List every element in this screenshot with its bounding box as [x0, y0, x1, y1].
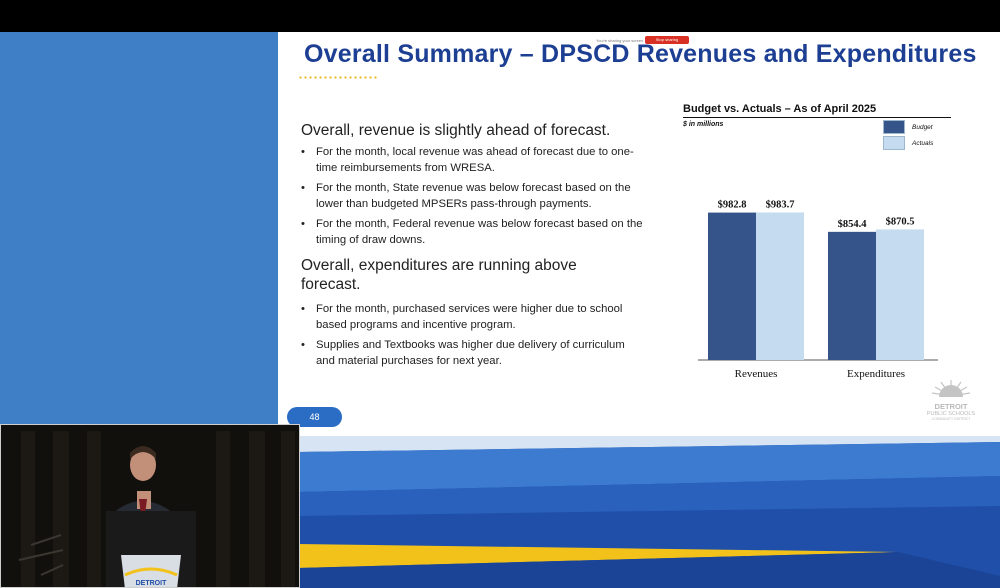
- podium-label: DETROIT: [136, 580, 167, 587]
- bar-actuals-expenditures: [876, 229, 924, 360]
- speaker-video-feed: DETROIT: [0, 424, 300, 588]
- expenditure-bullet: Supplies and Textbooks was higher due de…: [301, 338, 646, 369]
- data-label-budget-revenues: $982.8: [718, 200, 747, 211]
- expenditure-heading: Overall, expenditures are running above …: [301, 257, 577, 293]
- data-label-budget-expenditures: $854.4: [838, 219, 868, 230]
- sunrise-logo-icon: [931, 380, 971, 397]
- revenue-bullet: For the month, Federal revenue was below…: [301, 217, 646, 248]
- revenue-heading: Overall, revenue is slightly ahead of fo…: [301, 122, 611, 139]
- title-dots-decoration: [298, 75, 378, 81]
- legend-label-budget: Budget: [912, 124, 933, 131]
- legend-label-actuals: Actuals: [912, 140, 934, 147]
- data-label-actuals-expenditures: $870.5: [886, 216, 915, 227]
- screen-share-notice: You're sharing your screen: [596, 38, 644, 43]
- expenditure-bullet: For the month, purchased services were h…: [301, 302, 646, 333]
- revenue-bullet-list: For the month, local revenue was ahead o…: [301, 145, 646, 253]
- chart-title: Budget vs. Actuals – As of April 2025: [683, 103, 877, 115]
- slide-title: Overall Summary – DPSCD Revenues and Exp…: [304, 40, 977, 68]
- category-label-revenues: Revenues: [735, 368, 778, 380]
- stage-backdrop-graphic: [298, 436, 1000, 588]
- bar-budget-revenues: [708, 212, 756, 360]
- detroit-public-schools-logo: DETROIT PUBLIC SCHOOLS COMMUNITY DISTRIC…: [918, 378, 984, 428]
- speaker-video-frame: DETROIT: [1, 425, 299, 587]
- legend-swatch-actuals: [883, 136, 905, 150]
- data-label-actuals-revenues: $983.7: [766, 199, 795, 210]
- chart-title-rule: [683, 117, 951, 118]
- bar-actuals-revenues: [756, 212, 804, 360]
- budget-vs-actuals-chart: $982.8 $983.7 Revenues $854.4 $870.5 Expendit…: [698, 199, 938, 380]
- legend-swatch-budget: [883, 120, 905, 134]
- top-bar: [0, 0, 1000, 32]
- logo-subtitle: PUBLIC SCHOOLS: [926, 411, 976, 417]
- chart-units-label: $ in millions: [683, 121, 724, 128]
- revenue-bullet: For the month, State revenue was below f…: [301, 181, 646, 212]
- bar-budget-expenditures: [828, 231, 876, 360]
- stop-sharing-button[interactable]: Stop sharing: [645, 36, 689, 44]
- page-number-badge: 48: [287, 407, 342, 427]
- left-background-panel: [0, 32, 278, 436]
- logo-name: DETROIT: [934, 402, 968, 411]
- expenditure-bullet-list: For the month, purchased services were h…: [301, 302, 646, 374]
- category-label-expenditures: Expenditures: [847, 368, 905, 380]
- revenue-bullet: For the month, local revenue was ahead o…: [301, 145, 646, 176]
- logo-tagline: COMMUNITY DISTRICT: [931, 417, 971, 421]
